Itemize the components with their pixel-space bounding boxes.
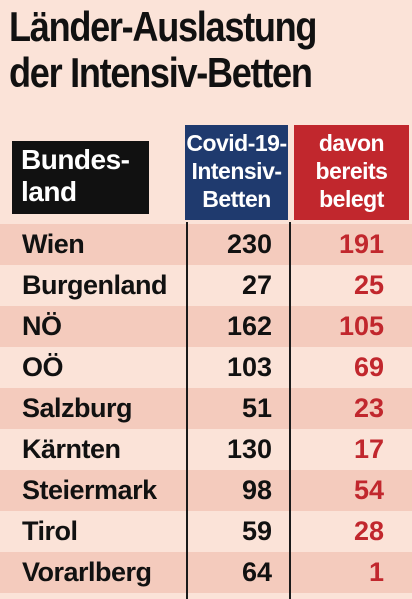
cell-bundesland: OÖ [22, 352, 64, 382]
cell-covid-betten: 98 [241, 475, 272, 505]
cell-covid-betten: 27 [241, 270, 272, 300]
table-row: OÖ 103 69 [0, 347, 412, 388]
table-row: Tirol 59 28 [0, 511, 412, 552]
cell-bundesland: Steiermark [22, 475, 157, 505]
column-header-covid-betten: Covid-19- Intensiv- Betten [185, 125, 288, 220]
table-row: Wien 230 191 [0, 224, 412, 265]
cell-bundesland: Burgenland [22, 270, 168, 300]
cell-bundesland: Kärnten [22, 434, 121, 464]
table-row: NÖ 162 105 [0, 306, 412, 347]
title-line-2: der Intensiv-Betten [9, 49, 313, 96]
table-row: Kärnten 130 17 [0, 429, 412, 470]
cell-belegt: 28 [353, 516, 384, 546]
title-line-1: Länder-Auslastung [9, 3, 317, 50]
cell-covid-betten: 162 [226, 311, 272, 341]
column-header-belegt: davon bereits belegt [294, 125, 409, 220]
column-header-belegt-line-2: bereits [315, 158, 388, 184]
cell-bundesland: Tirol [22, 516, 78, 546]
column-header-belegt-line-1: davon [318, 130, 385, 156]
table-row: Salzburg 51 23 [0, 388, 412, 429]
data-table: Wien 230 191 Burgenland 27 25 NÖ 162 105 OÖ 103 69 S… [0, 224, 412, 593]
chart-title: Länder-Auslastung der Intensiv-Betten [9, 4, 353, 96]
column-header-covid-line-3: Betten [202, 186, 271, 212]
cell-covid-betten: 64 [241, 557, 272, 587]
cell-bundesland: NÖ [22, 311, 62, 341]
cell-covid-betten: 130 [226, 434, 272, 464]
column-divider-left [186, 222, 188, 599]
cell-covid-betten: 103 [226, 352, 272, 382]
cell-belegt: 69 [353, 352, 384, 382]
table-row: Vorarlberg 64 1 [0, 552, 412, 593]
cell-bundesland: Wien [22, 229, 85, 259]
table-row: Steiermark 98 54 [0, 470, 412, 511]
cell-bundesland: Salzburg [22, 393, 133, 423]
cell-belegt: 191 [338, 229, 384, 259]
column-header-belegt-line-3: belegt [319, 186, 384, 212]
cell-belegt: 17 [353, 434, 384, 464]
column-divider-right [289, 222, 291, 599]
column-header-bundesland-line-2: land [21, 176, 77, 207]
column-header-covid-line-2: Intensiv- [191, 158, 282, 184]
cell-bundesland: Vorarlberg [22, 557, 152, 587]
cell-belegt: 54 [353, 475, 384, 505]
column-header-bundesland-line-1: Bundes- [21, 144, 130, 175]
table-row: Burgenland 27 25 [0, 265, 412, 306]
cell-belegt: 23 [353, 393, 384, 423]
cell-belegt: 25 [353, 270, 384, 300]
cell-belegt: 105 [338, 311, 384, 341]
cell-covid-betten: 51 [241, 393, 272, 423]
column-header-covid-line-1: Covid-19- [186, 130, 287, 156]
column-header-bundesland: Bundes- land [12, 141, 149, 214]
cell-belegt: 1 [368, 557, 384, 587]
cell-covid-betten: 230 [226, 229, 272, 259]
cell-covid-betten: 59 [241, 516, 272, 546]
